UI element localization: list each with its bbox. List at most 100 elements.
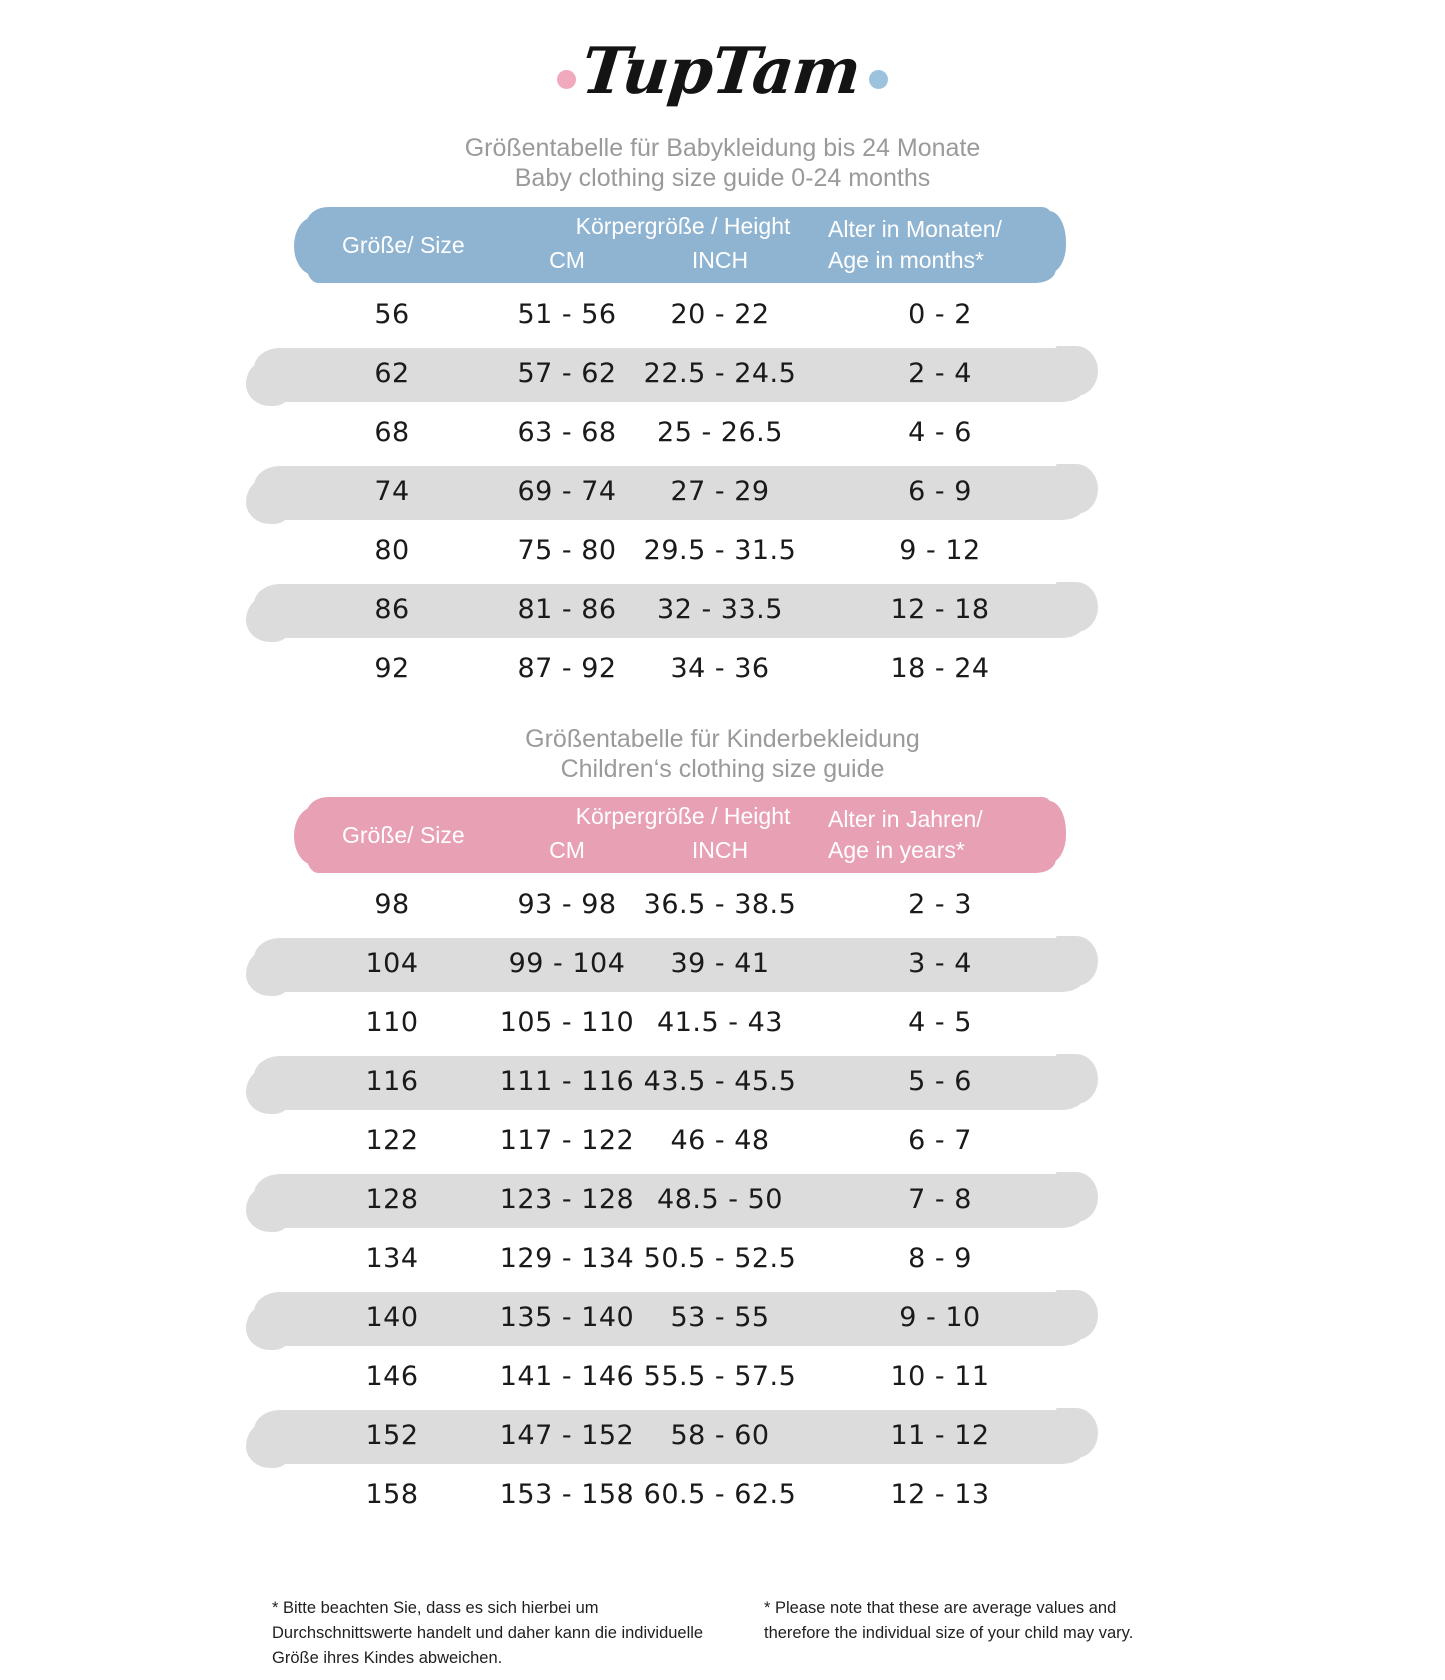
cell-size: 116 — [365, 1066, 419, 1097]
cell-size: 56 — [374, 299, 410, 330]
table-row: 134 129 - 134 50.5 - 52.5 8 - 9 — [306, 1229, 1056, 1288]
cell-inch: 41.5 - 43 — [657, 1007, 783, 1038]
cell-size: 68 — [374, 417, 410, 448]
cell-cm: 147 - 152 — [499, 1420, 635, 1451]
table-row: 68 63 - 68 25 - 26.5 4 - 6 — [306, 403, 1056, 462]
logo-dot-pink-icon — [556, 69, 576, 89]
header-cm-label: CM — [549, 837, 585, 863]
cell-size: 152 — [365, 1420, 419, 1451]
cell-age: 9 - 10 — [899, 1302, 981, 1333]
cell-age: 3 - 4 — [908, 948, 972, 979]
header-age-en-label: Age in years* — [828, 837, 965, 863]
table-row: 146 141 - 146 55.5 - 57.5 10 - 11 — [306, 1347, 1056, 1406]
cell-inch: 55.5 - 57.5 — [643, 1361, 797, 1392]
cell-cm: 75 - 80 — [517, 535, 617, 566]
cell-age: 8 - 9 — [908, 1243, 972, 1274]
cell-size: 74 — [374, 476, 410, 507]
cell-cm: 51 - 56 — [517, 299, 617, 330]
brand-logo: TupTam — [0, 24, 1445, 120]
kids-header-brush-stroke — [294, 797, 1066, 873]
table-row: 98 93 - 98 36.5 - 38.5 2 - 3 — [306, 875, 1056, 934]
kids-title-de: Größentabelle für Kinderbekleidung — [525, 725, 920, 753]
row-stripe — [246, 1054, 1098, 1114]
table-row: 128 123 - 128 48.5 - 50 7 - 8 — [246, 1170, 1098, 1232]
cell-inch: 34 - 36 — [670, 653, 770, 684]
cell-age: 10 - 11 — [890, 1361, 990, 1392]
cell-inch: 46 - 48 — [670, 1125, 770, 1156]
cell-size: 104 — [365, 948, 419, 979]
cell-age: 18 - 24 — [890, 653, 990, 684]
table-row: 74 69 - 74 27 - 29 6 - 9 — [246, 462, 1098, 524]
cell-inch: 22.5 - 24.5 — [643, 358, 797, 389]
cell-age: 9 - 12 — [899, 535, 981, 566]
cell-age: 7 - 8 — [908, 1184, 972, 1215]
header-height-label: Körpergröße / Height — [575, 213, 791, 239]
cell-inch: 36.5 - 38.5 — [643, 889, 797, 920]
table-row: 62 57 - 62 22.5 - 24.5 2 - 4 — [246, 344, 1098, 406]
baby-section-title: Größentabelle für Babykleidung bis 24 Mo… — [0, 133, 1445, 193]
cell-age: 6 - 7 — [908, 1125, 972, 1156]
header-size-label: Größe/ Size — [342, 821, 465, 848]
table-row: 56 51 - 56 20 - 22 0 - 2 — [306, 285, 1056, 344]
cell-inch: 39 - 41 — [670, 948, 770, 979]
header-size-label: Größe/ Size — [342, 231, 465, 258]
cell-inch: 60.5 - 62.5 — [643, 1479, 797, 1510]
kids-size-table: Größe/ Size CM INCH Alter in Jahren/ Age… — [246, 797, 1098, 1524]
cell-cm: 93 - 98 — [517, 889, 617, 920]
cell-size: 122 — [365, 1125, 419, 1156]
cell-cm: 117 - 122 — [499, 1125, 635, 1156]
baby-table-header: Größe/ Size CM INCH Alter in Monaten/ Ag… — [294, 207, 1066, 283]
cell-age: 5 - 6 — [908, 1066, 972, 1097]
cell-cm: 129 - 134 — [499, 1243, 635, 1274]
table-row: 122 117 - 122 46 - 48 6 - 7 — [306, 1111, 1056, 1170]
header-age-en-label: Age in months* — [828, 247, 984, 273]
cell-inch: 25 - 26.5 — [657, 417, 783, 448]
cell-size: 98 — [374, 889, 410, 920]
cell-size: 80 — [374, 535, 410, 566]
header-age-de-label: Alter in Jahren/ — [828, 806, 983, 832]
cell-age: 2 - 3 — [908, 889, 972, 920]
brand-name: TupTam — [577, 34, 864, 109]
table-row: 140 135 - 140 53 - 55 9 - 10 — [246, 1288, 1098, 1350]
row-stripe — [246, 936, 1098, 996]
cell-cm: 99 - 104 — [508, 948, 626, 979]
footnote-german: * Bitte beachten Sie, dass es sich hierb… — [272, 1599, 704, 1667]
cell-size: 92 — [374, 653, 410, 684]
cell-age: 12 - 18 — [890, 594, 990, 625]
cell-inch: 53 - 55 — [670, 1302, 770, 1333]
cell-age: 0 - 2 — [908, 299, 972, 330]
footnotes: * Bitte beachten Sie, dass es sich hierb… — [272, 1596, 1172, 1671]
row-stripe — [246, 1408, 1098, 1468]
kids-table-header: Größe/ Size CM INCH Alter in Jahren/ Age… — [294, 797, 1066, 873]
cell-inch: 20 - 22 — [670, 299, 770, 330]
cell-cm: 69 - 74 — [517, 476, 617, 507]
cell-age: 11 - 12 — [890, 1420, 990, 1451]
cell-size: 140 — [365, 1302, 419, 1333]
cell-cm: 153 - 158 — [499, 1479, 635, 1510]
cell-age: 6 - 9 — [908, 476, 972, 507]
table-row: 104 99 - 104 39 - 41 3 - 4 — [246, 934, 1098, 996]
table-row: 152 147 - 152 58 - 60 11 - 12 — [246, 1406, 1098, 1468]
table-row: 92 87 - 92 34 - 36 18 - 24 — [306, 639, 1056, 698]
cell-inch: 43.5 - 45.5 — [643, 1066, 797, 1097]
cell-cm: 123 - 128 — [499, 1184, 635, 1215]
cell-age: 12 - 13 — [890, 1479, 990, 1510]
table-row: 158 153 - 158 60.5 - 62.5 12 - 13 — [306, 1465, 1056, 1524]
cell-cm: 135 - 140 — [499, 1302, 635, 1333]
table-row: 80 75 - 80 29.5 - 31.5 9 - 12 — [306, 521, 1056, 580]
cell-age: 4 - 6 — [908, 417, 972, 448]
table-row: 86 81 - 86 32 - 33.5 12 - 18 — [246, 580, 1098, 642]
cell-size: 110 — [365, 1007, 419, 1038]
cell-size: 146 — [365, 1361, 419, 1392]
cell-cm: 63 - 68 — [517, 417, 617, 448]
cell-inch: 27 - 29 — [670, 476, 770, 507]
cell-size: 62 — [374, 358, 410, 389]
row-stripe — [246, 464, 1098, 524]
cell-cm: 111 - 116 — [499, 1066, 635, 1097]
kids-section-title: Größentabelle für Kinderbekleidung Child… — [0, 724, 1445, 784]
baby-header-brush-stroke — [294, 207, 1066, 283]
header-height-label: Körpergröße / Height — [575, 803, 791, 829]
cell-age: 2 - 4 — [908, 358, 972, 389]
row-stripe — [246, 1290, 1098, 1350]
